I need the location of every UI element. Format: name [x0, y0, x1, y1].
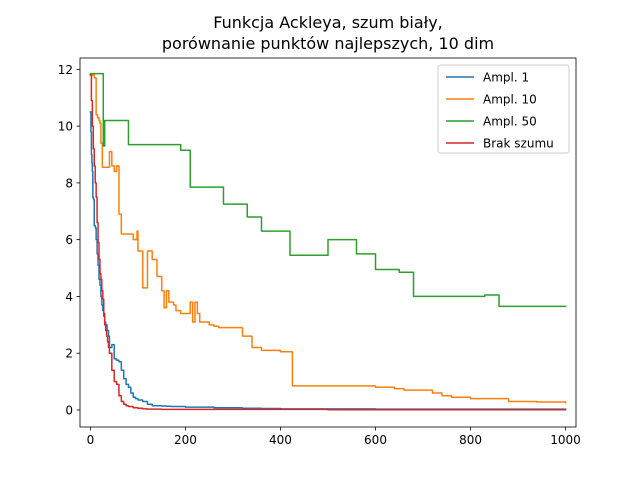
series-line-3: [89, 72, 567, 308]
series-line-1: [89, 111, 567, 410]
legend-box: [437, 64, 570, 154]
y-tick-label: 4: [65, 290, 73, 304]
axes: 0 200 400 600 800 1000 0 2 4 6 8 10 12: [58, 57, 581, 447]
x-tick-label: 0: [87, 433, 95, 447]
y-tick-label: 8: [65, 176, 73, 190]
chart-title-line-2: porównanie punktów najlepszych, 10 dim: [162, 34, 494, 53]
legend-label: Brak szumu: [483, 137, 554, 151]
plot-area: [89, 72, 567, 411]
y-tick-label: 12: [58, 63, 73, 77]
x-tick-label: 600: [364, 433, 387, 447]
y-tick-label: 6: [65, 233, 73, 247]
y-tick-label: 0: [65, 403, 73, 417]
x-tick-label: 1000: [550, 433, 581, 447]
axes-frame: [79, 57, 577, 428]
legend: Ampl. 1 Ampl. 10 Ampl. 50 Brak szumu: [437, 64, 570, 154]
chart-title-line-1: Funkcja Ackleya, szum biały,: [213, 13, 443, 32]
series-line-2: [89, 74, 567, 404]
y-tick-label: 2: [65, 347, 73, 361]
legend-label: Ampl. 1: [483, 71, 529, 85]
x-tick-label: 800: [459, 433, 482, 447]
series-line-4: [89, 74, 567, 411]
x-tick-label: 200: [174, 433, 197, 447]
legend-label: Ampl. 10: [483, 93, 537, 107]
x-tick-label: 400: [269, 433, 292, 447]
y-tick-label: 10: [58, 120, 73, 134]
legend-label: Ampl. 50: [483, 115, 537, 129]
